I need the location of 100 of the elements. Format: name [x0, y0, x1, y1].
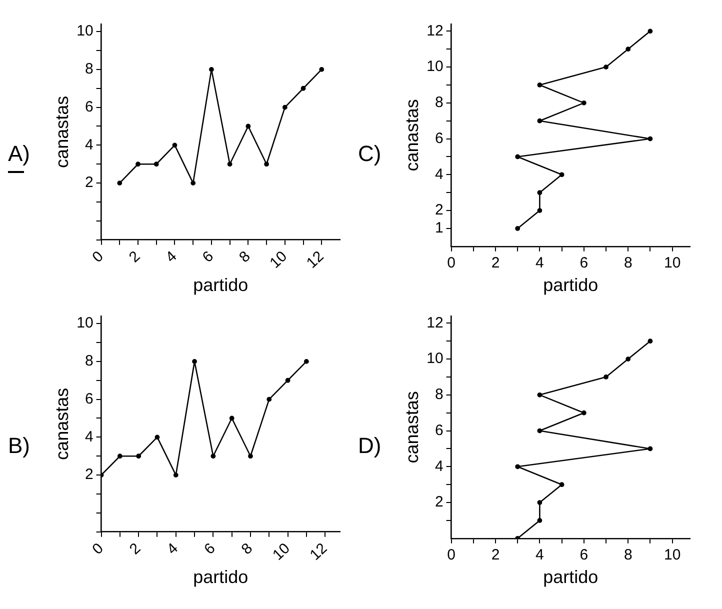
point — [537, 208, 542, 212]
x-tick-label: 6 — [580, 254, 588, 272]
y-tick-label: 4 — [434, 165, 444, 182]
x-tick-label: 0 — [447, 546, 456, 564]
point — [210, 453, 216, 458]
y-axis-title: canastas — [402, 390, 422, 463]
x-tick-label: 4 — [164, 539, 182, 558]
point — [559, 482, 564, 487]
x-tick-label: 0 — [89, 247, 107, 266]
point — [229, 415, 234, 420]
x-tick-label: 8 — [238, 539, 256, 558]
x-tick-label: 4 — [536, 254, 544, 272]
x-tick-label: 2 — [126, 539, 144, 558]
point — [537, 190, 542, 195]
text: A) — [8, 141, 30, 166]
y-tick-label: 2 — [434, 201, 444, 218]
y-tick-label: 12 — [426, 22, 444, 39]
point — [154, 434, 160, 440]
point — [648, 136, 653, 141]
point — [626, 356, 631, 361]
point — [246, 123, 251, 128]
x-tick-label: 2 — [126, 247, 144, 266]
y-tick-label: 2 — [434, 493, 444, 510]
point — [190, 180, 196, 186]
point — [154, 161, 159, 166]
point — [559, 172, 564, 177]
x-tick-label: 0 — [89, 539, 107, 558]
y-tick-label: 6 — [434, 421, 444, 438]
point — [581, 410, 586, 415]
point — [648, 446, 653, 451]
y-tick-label: 8 — [434, 386, 444, 403]
x-axis-title: partido — [543, 566, 598, 587]
text: C) — [358, 141, 382, 166]
point — [282, 104, 288, 110]
point — [537, 82, 542, 87]
x-tick-label: 6 — [580, 546, 588, 564]
x-tick-label: 4 — [536, 546, 544, 564]
text: D) — [358, 433, 382, 458]
y-tick-label: 10 — [76, 314, 94, 332]
y-axis-title: canastas — [52, 95, 72, 168]
y-tick-label: 2 — [84, 466, 94, 483]
point — [266, 396, 272, 402]
point — [172, 142, 178, 148]
x-tick-label: 0 — [447, 254, 456, 272]
point — [264, 161, 269, 166]
y-tick-label: 2 — [84, 174, 94, 191]
y-tick-label: 8 — [84, 60, 94, 78]
x-tick-label: 4 — [162, 247, 180, 266]
point — [117, 453, 122, 458]
point — [117, 180, 122, 186]
point — [136, 453, 142, 458]
point — [537, 518, 542, 522]
point — [173, 472, 178, 478]
x-axis-title: partido — [193, 274, 248, 295]
x-tick-label: 8 — [624, 546, 632, 564]
y-tick-label: 12 — [426, 314, 444, 331]
y-axis-title: canastas — [52, 387, 72, 460]
x-tick-label: 8 — [624, 254, 632, 272]
y-tick-label: 8 — [434, 94, 444, 111]
y-tick-label: 10 — [426, 350, 444, 367]
y-tick-label: 10 — [76, 22, 94, 40]
point — [515, 226, 520, 230]
x-axis-title: partido — [543, 274, 598, 295]
y-tick-label: 6 — [84, 98, 94, 115]
x-tick-label: 2 — [491, 254, 500, 272]
x-tick-label: 10 — [664, 546, 681, 564]
point — [626, 46, 631, 52]
point — [537, 500, 542, 504]
y-tick-label: 1 — [434, 219, 444, 236]
point — [537, 428, 542, 433]
point — [648, 28, 653, 34]
point — [515, 464, 520, 469]
y-tick-label: 4 — [84, 428, 94, 445]
y-tick-label: 10 — [426, 58, 444, 75]
y-axis-title: canastas — [402, 98, 422, 171]
x-tick-label: 6 — [201, 539, 219, 558]
point — [604, 64, 608, 69]
point — [537, 118, 542, 123]
x-tick-label: 12 — [306, 539, 331, 564]
x-tick-label: 10 — [266, 247, 290, 272]
point — [285, 377, 290, 382]
point — [648, 338, 653, 344]
x-axis-title: partido — [193, 566, 248, 587]
y-tick-label: 6 — [84, 390, 94, 407]
y-tick-label: 4 — [84, 136, 94, 153]
x-tick-label: 10 — [270, 539, 294, 564]
x-tick-label: 10 — [664, 254, 681, 272]
text: B) — [8, 433, 30, 458]
x-tick-label: 8 — [236, 247, 254, 266]
y-tick-label: 8 — [84, 352, 94, 370]
point — [300, 85, 306, 90]
point — [136, 161, 140, 166]
x-tick-label: 12 — [303, 247, 328, 272]
x-tick-label: 6 — [199, 247, 217, 266]
point — [604, 374, 608, 379]
point — [248, 453, 253, 458]
x-tick-label: 2 — [491, 546, 500, 564]
point — [227, 161, 232, 166]
y-tick-label: 4 — [434, 457, 444, 474]
y-tick-label: 6 — [434, 129, 444, 146]
